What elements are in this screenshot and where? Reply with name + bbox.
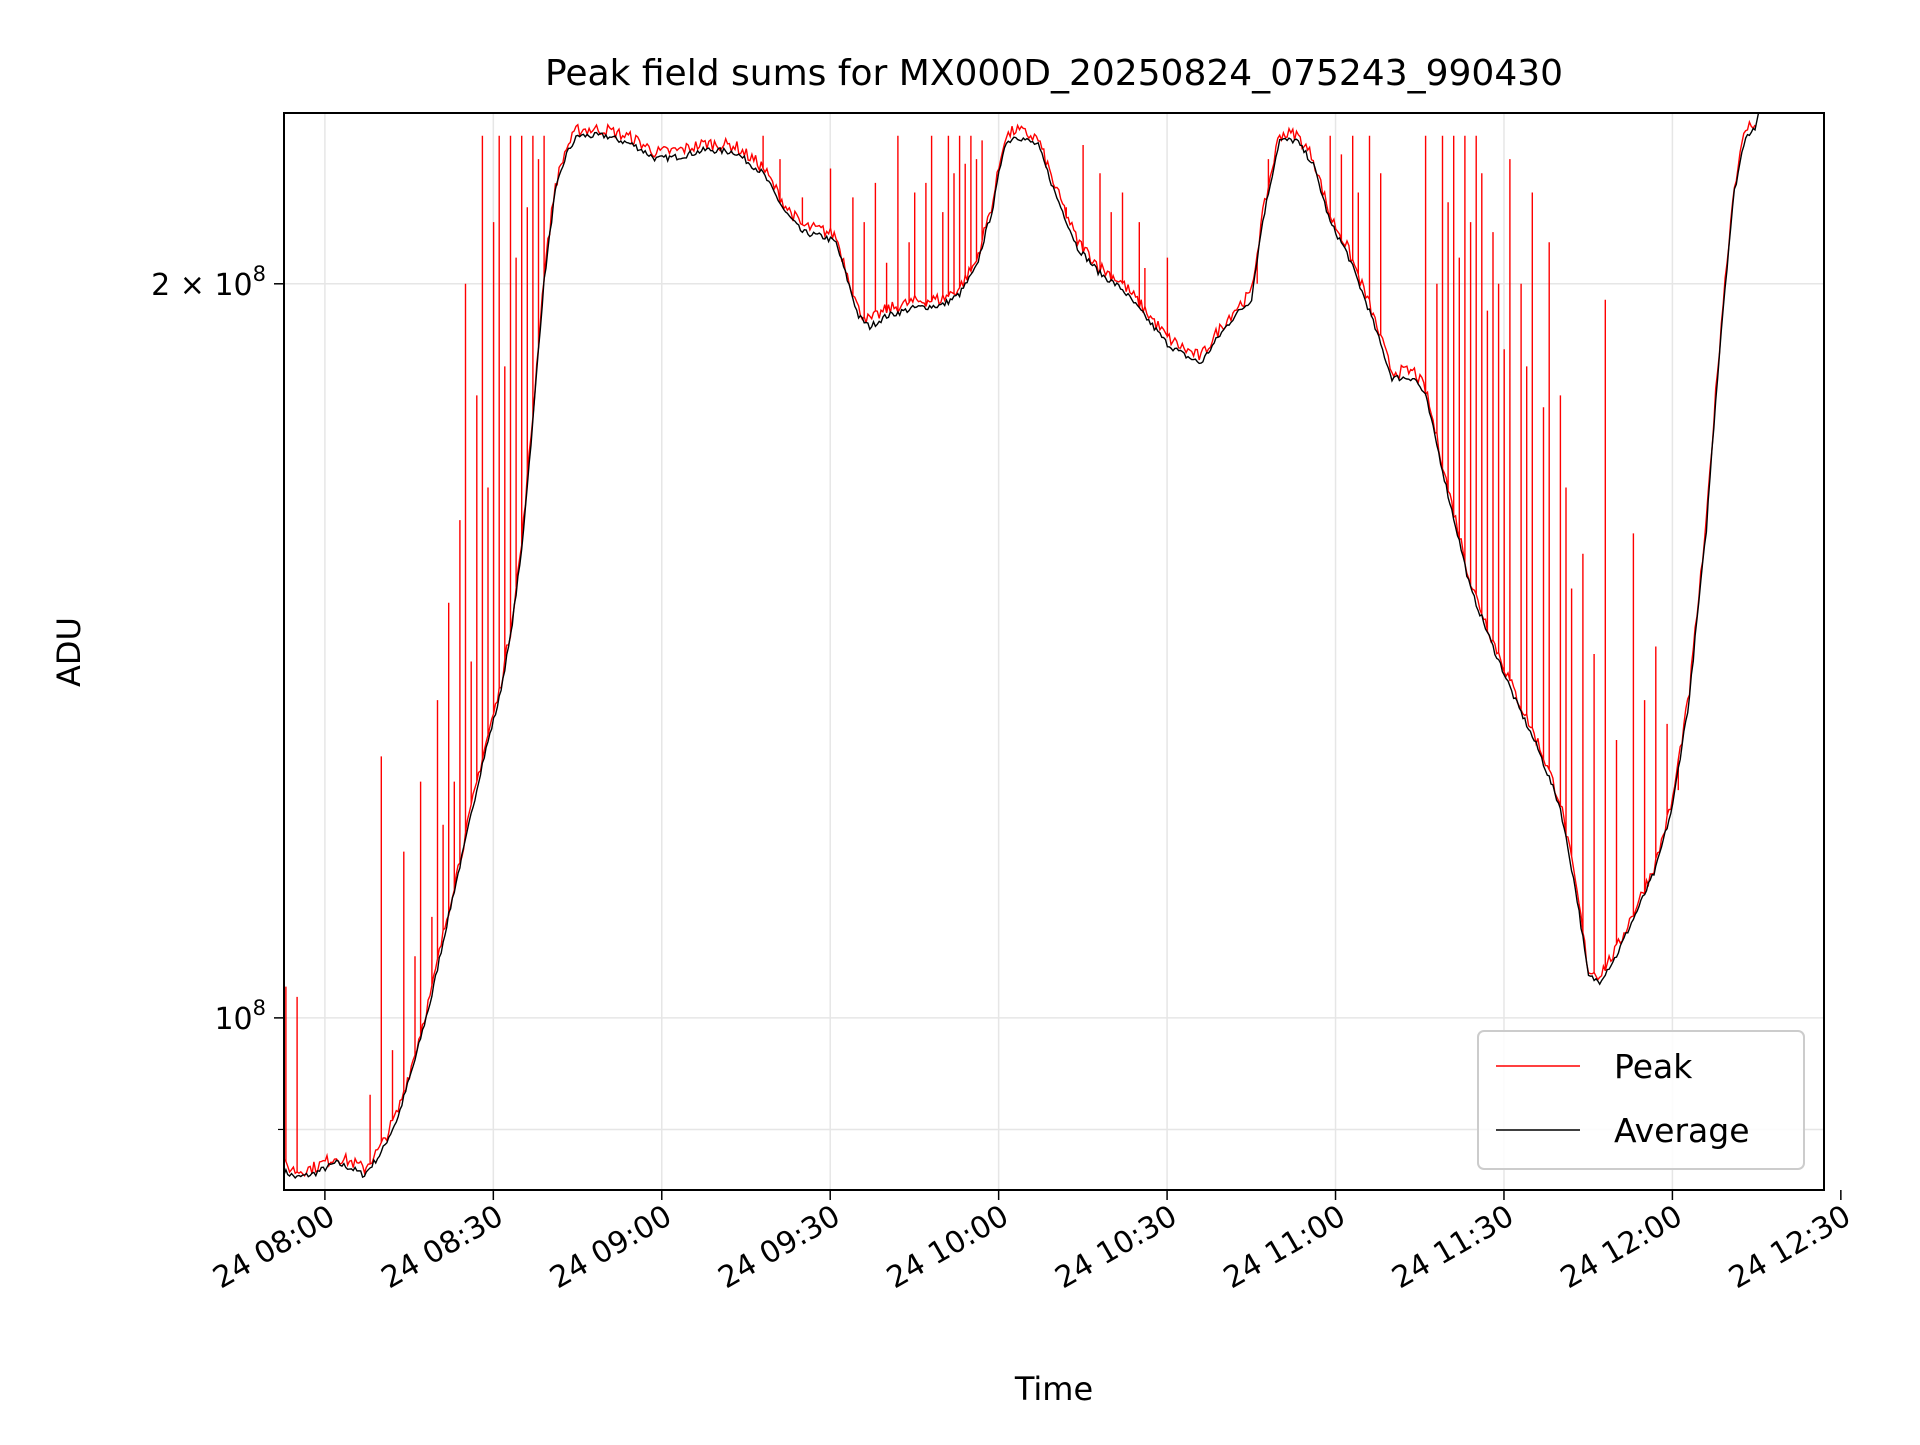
legend: Peak Average: [1477, 1030, 1805, 1170]
legend-peak-label: Peak: [1614, 1047, 1693, 1086]
y-tick-label: 2 × 108: [151, 262, 266, 303]
plot-frame: [283, 112, 1825, 1191]
series-peak-line: [284, 119, 1756, 1177]
series-average-line: [284, 113, 1824, 1179]
legend-average-label: Average: [1614, 1111, 1750, 1150]
x-axis-label: Time: [1014, 1370, 1093, 1408]
chart-title: Peak field sums for MX000D_20250824_0752…: [545, 53, 1563, 94]
y-tick-label: 108: [214, 996, 266, 1037]
y-axis-label: ADU: [50, 617, 88, 687]
series-layer: [284, 113, 1824, 1179]
